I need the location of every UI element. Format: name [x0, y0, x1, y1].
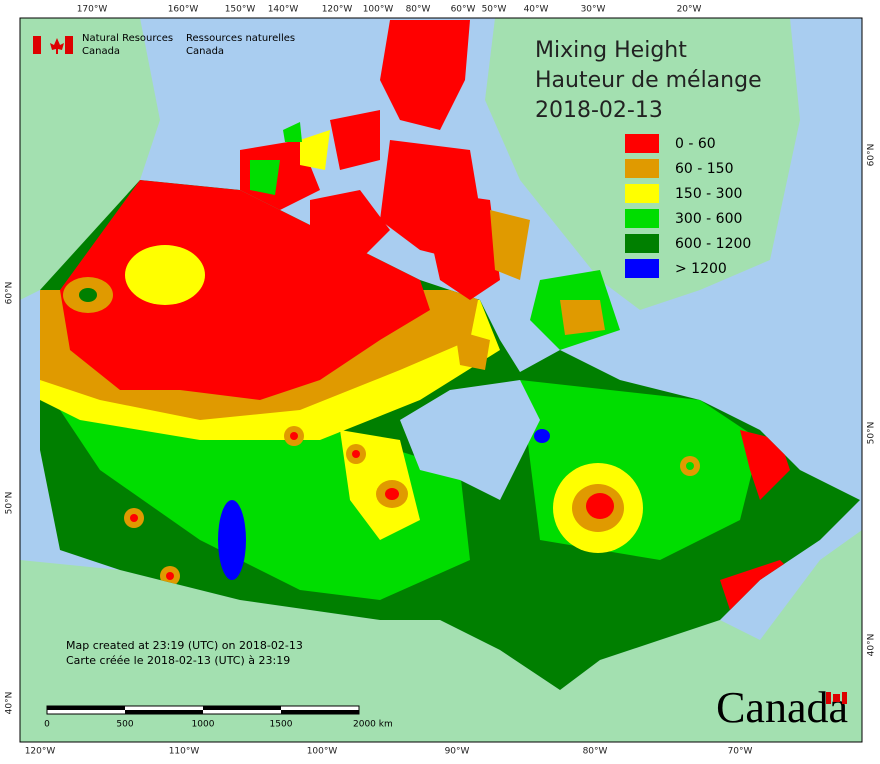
map-frame [19, 17, 863, 743]
legend-label: 0 - 60 [675, 136, 716, 152]
scale-labels: 0 500 1000 1500 2000 km [44, 720, 393, 730]
legend-swatch [625, 234, 659, 253]
zone-0-60 [385, 488, 399, 500]
longitude-label: 50°W [482, 5, 507, 15]
legend-label: 600 - 1200 [675, 236, 751, 252]
scale-label: 1500 [270, 720, 293, 730]
latitude-label: 40°N [867, 634, 877, 657]
southampton-island [455, 330, 490, 370]
legend-swatch [625, 134, 659, 153]
title: Mixing Height [535, 38, 687, 63]
longitude-label: 30°W [581, 5, 606, 15]
note: Carte créée le 2018-02-13 (UTC) à 23:19 [66, 654, 290, 667]
legend: 0 - 60 60 - 150 150 - 300 300 - 600 600 - 12… [625, 134, 751, 278]
wordmark-flag [826, 692, 831, 704]
scale-label: 500 [116, 720, 133, 730]
wordmark-flag [842, 692, 847, 704]
latitude-label: 50°N [867, 422, 877, 445]
legend-swatch [625, 159, 659, 178]
latitude-label: 50°N [5, 492, 15, 515]
longitude-label: 90°W [445, 747, 470, 757]
wordmark: Canada [716, 683, 848, 732]
scale-bar [46, 705, 360, 715]
agency-name: Ressources naturelles [186, 33, 295, 44]
scale-bar-segment [203, 706, 281, 710]
hudson-bay [400, 380, 540, 500]
longitude-label: 100°W [363, 5, 394, 15]
longitude-label: 150°W [225, 5, 256, 15]
legend-label: > 1200 [675, 261, 727, 277]
wordmark-flag [833, 694, 840, 702]
mixing-height-field [40, 180, 800, 610]
scale-bar-segment [281, 710, 359, 714]
legend-swatch [625, 184, 659, 203]
latitude-label: 60°N [867, 144, 877, 167]
title: Hauteur de mélange [535, 68, 762, 93]
arctic-island [380, 20, 470, 130]
longitude-label: 80°W [406, 5, 431, 15]
longitude-label: 170°W [77, 5, 108, 15]
title-date: 2018-02-13 [535, 98, 663, 123]
longitude-label: 20°W [677, 5, 702, 15]
arctic-island [420, 190, 500, 300]
zone-600-1200 [79, 288, 97, 302]
note: Map created at 23:19 (UTC) on 2018-02-13 [66, 639, 303, 652]
legend-swatch [625, 209, 659, 228]
longitude-label: 80°W [583, 747, 608, 757]
longitude-label: 160°W [168, 5, 199, 15]
zone-above-1200 [218, 500, 246, 580]
zone-0-60 [740, 430, 790, 500]
flag-bar [33, 36, 41, 54]
baffin-south [560, 300, 605, 335]
agency-name: Canada [82, 46, 120, 57]
longitude-label: 40°W [524, 5, 549, 15]
longitude-label: 110°W [169, 747, 200, 757]
longitude-label: 60°W [451, 5, 476, 15]
longitude-label: 100°W [307, 747, 338, 757]
scale-label: 1000 [192, 720, 215, 730]
arctic-island [330, 110, 380, 170]
latitude-label: 40°N [5, 692, 15, 715]
legend-label: 150 - 300 [675, 186, 742, 202]
zone-0-60 [352, 450, 360, 458]
zone-300-600 [40, 380, 470, 600]
longitude-label: 70°W [728, 747, 753, 757]
longitude-label: 120°W [25, 747, 56, 757]
arctic-island [300, 130, 330, 170]
longitude-label: 140°W [268, 5, 299, 15]
scale-label: 2000 km [353, 720, 393, 730]
agency-name: Natural Resources [82, 33, 173, 44]
zone-0-60 [130, 514, 138, 522]
zone-0-60 [586, 493, 614, 519]
usa [20, 530, 862, 742]
longitude-label: 120°W [322, 5, 353, 15]
zone-above-1200 [534, 429, 550, 443]
zone-150-300 [125, 245, 205, 305]
latitude-label: 60°N [5, 282, 15, 305]
zone-0-60 [60, 180, 430, 400]
scale-bar-segment [47, 706, 125, 710]
arctic-island [490, 210, 530, 280]
zone-0-60 [290, 432, 298, 440]
legend-label: 60 - 150 [675, 161, 734, 177]
arctic-island [283, 122, 302, 142]
agency-name: Canada [186, 46, 224, 57]
maple-leaf [50, 38, 64, 54]
graticule-labels: 170°W 160°W 150°W 140°W 120°W 100°W 80°W 60°W 50… [5, 5, 877, 757]
scale-label: 0 [44, 720, 50, 730]
zone-300-600 [686, 462, 694, 470]
legend-swatch [625, 259, 659, 278]
scale-bar-segment [125, 710, 203, 714]
legend-label: 300 - 600 [675, 211, 742, 227]
alaska [20, 18, 160, 300]
flag-bar [65, 36, 73, 54]
arctic-island [310, 190, 390, 270]
arctic-island [250, 160, 280, 195]
zone-0-60 [166, 572, 174, 580]
